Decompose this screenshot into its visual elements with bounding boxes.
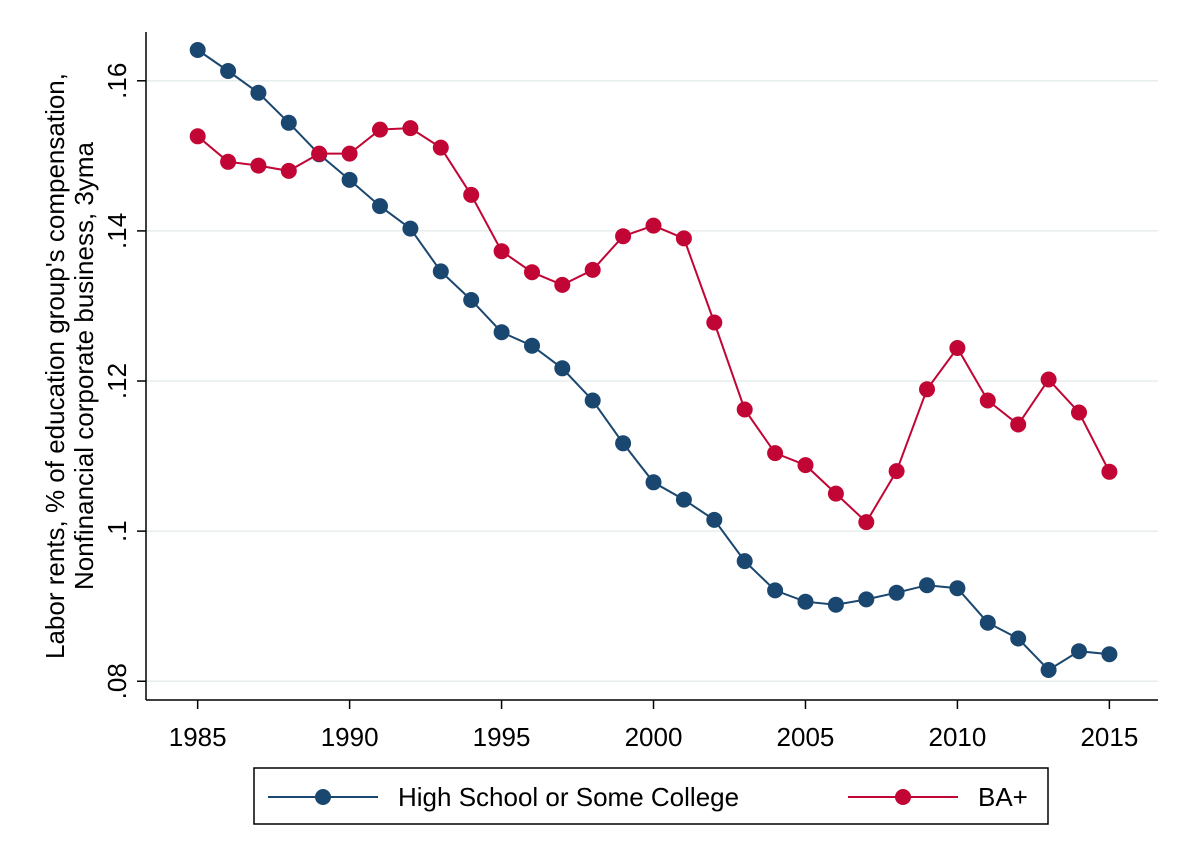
series-1-point-2002 — [706, 314, 723, 331]
series-1-point-1993 — [432, 139, 449, 156]
series-1-point-1996 — [524, 264, 540, 281]
series-1-point-1988 — [280, 162, 297, 179]
series-0-point-1996 — [524, 337, 540, 354]
x-axis-ticks: 1985 1990 1995 2000 2005 2010 2015 — [169, 700, 1138, 752]
series-0-point-1999 — [615, 435, 632, 452]
series-0-point-1990 — [341, 171, 358, 188]
series-1-point-2004 — [767, 445, 784, 462]
series-1 — [189, 120, 1118, 531]
series-1-point-1995 — [493, 243, 510, 260]
series-0-point-1992 — [402, 220, 419, 237]
legend-marker-high-school — [315, 789, 331, 805]
series-0 — [189, 42, 1118, 678]
series-0-point-1988 — [280, 114, 297, 131]
y-tick-label-4: .16 — [102, 63, 132, 99]
series-1-point-2005 — [797, 457, 814, 474]
series-0-point-2005 — [797, 593, 814, 610]
series-1-point-1989 — [311, 145, 328, 162]
series-0-point-2001 — [675, 491, 692, 508]
series-1-point-1991 — [372, 121, 388, 138]
x-tick-label-4: 2005 — [777, 722, 835, 752]
series-0-point-2010 — [949, 580, 966, 597]
x-tick-label-5: 2010 — [929, 722, 987, 752]
series-1-point-1994 — [463, 186, 480, 203]
series-1-point-2008 — [888, 463, 905, 480]
series-0-point-2009 — [919, 577, 935, 594]
series-1-point-2010 — [949, 340, 966, 356]
series-0-point-1997 — [554, 360, 571, 377]
series-0-point-2002 — [706, 511, 723, 528]
series-0-point-2014 — [1071, 643, 1087, 660]
series-1-point-2006 — [827, 485, 844, 502]
legend-label-ba-plus: BA+ — [978, 782, 1028, 812]
y-tick-label-2: .12 — [102, 363, 132, 399]
series-0-point-2013 — [1040, 662, 1057, 678]
series-0-point-1987 — [250, 84, 267, 101]
series-0-point-1998 — [584, 392, 601, 409]
series-0-point-1985 — [189, 42, 206, 58]
y-axis-title-line-1: Labor rents, % of education group's comp… — [40, 73, 70, 659]
series-1-point-2015 — [1101, 463, 1118, 480]
x-tick-label-2: 1995 — [473, 722, 531, 752]
series-1-point-1987 — [250, 157, 267, 174]
y-tick-label-1: .1 — [102, 520, 132, 542]
series-0-point-2006 — [827, 596, 844, 613]
series-1-point-1985 — [189, 128, 206, 145]
legend-marker-ba-plus — [895, 789, 911, 805]
series-1-point-2012 — [1010, 416, 1027, 433]
series-0-point-1995 — [493, 324, 510, 341]
series-group — [189, 42, 1118, 678]
series-1-point-1992 — [402, 120, 419, 137]
series-0-point-1986 — [220, 63, 237, 79]
y-axis-title: Labor rents, % of education group's comp… — [40, 73, 99, 659]
x-tick-label-1: 1990 — [321, 722, 379, 752]
y-axis-title-line-2: Nonfinancial corporate business, 3yma — [69, 141, 99, 590]
legend: High School or Some College BA+ — [253, 767, 1049, 825]
series-1-point-2009 — [919, 381, 935, 398]
series-0-point-2011 — [979, 614, 996, 631]
series-1-point-1986 — [220, 153, 237, 170]
series-0-point-2003 — [736, 553, 753, 570]
series-1-point-2000 — [645, 217, 662, 234]
series-0-point-1993 — [432, 263, 449, 280]
series-0-point-2008 — [888, 584, 905, 601]
x-tick-label-0: 1985 — [169, 722, 227, 752]
y-axis-ticks: .08 .1 .12 .14 .16 — [102, 63, 146, 699]
series-0-point-2007 — [858, 591, 875, 608]
series-1-point-2007 — [858, 514, 875, 531]
series-1-point-1997 — [554, 276, 571, 293]
y-tick-label-3: .14 — [102, 213, 132, 249]
x-tick-label-6: 2015 — [1080, 722, 1138, 752]
y-tick-label-0: .08 — [102, 663, 132, 699]
series-1-point-2011 — [979, 392, 996, 409]
series-1-point-2001 — [675, 230, 692, 247]
series-1-point-2014 — [1071, 404, 1087, 421]
series-1-point-1990 — [341, 145, 358, 162]
series-1-point-2013 — [1040, 371, 1057, 388]
series-0-point-2004 — [767, 582, 784, 599]
series-0-point-2015 — [1101, 646, 1118, 663]
series-0-point-1991 — [372, 198, 388, 215]
legend-label-high-school: High School or Some College — [398, 782, 739, 812]
series-0-point-2000 — [645, 474, 662, 491]
series-0-point-1994 — [463, 292, 480, 308]
x-tick-label-3: 2000 — [625, 722, 683, 752]
series-1-point-1998 — [584, 261, 601, 278]
series-0-point-2012 — [1010, 630, 1027, 647]
series-1-point-2003 — [736, 401, 753, 418]
series-1-point-1999 — [615, 228, 632, 245]
